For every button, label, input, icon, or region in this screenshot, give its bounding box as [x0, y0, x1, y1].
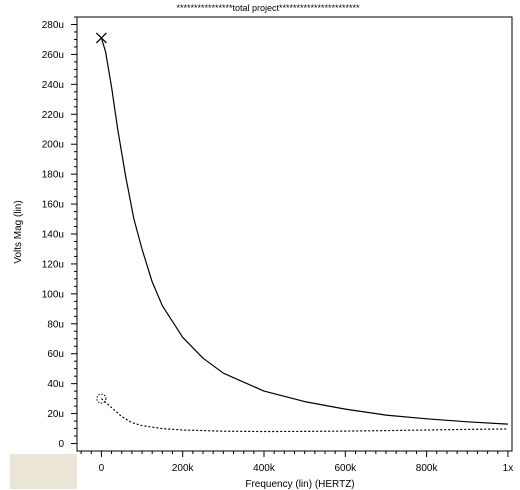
series-1-line	[100, 37, 508, 425]
x-tick-label: 0	[99, 463, 105, 474]
x-tick-label: 600k	[334, 463, 357, 474]
y-tick-label: 200u	[42, 140, 64, 151]
legend-swatch	[10, 454, 77, 489]
chart-title: ****************total project***********…	[176, 3, 360, 13]
series-2-line	[101, 398, 508, 433]
x-marker-stroke	[95, 32, 107, 44]
y-axis-title: Volts Mag (lin)	[13, 200, 24, 263]
y-tick-label: 140u	[42, 230, 64, 241]
series-2-circle-marker	[96, 393, 107, 404]
plot-area-frame	[76, 16, 513, 452]
y-tick-label: 0	[58, 439, 64, 450]
y-tick-label: 160u	[42, 200, 64, 211]
x-tick-label: 800k	[416, 463, 439, 474]
y-tick-label: 40u	[47, 379, 64, 390]
y-tick-label: 120u	[42, 259, 64, 270]
y-tick-label: 280u	[42, 20, 64, 31]
y-tick-label: 260u	[42, 50, 64, 61]
y-tick-label: 220u	[42, 110, 64, 121]
x-tick-label: 200k	[172, 463, 195, 474]
y-tick-label: 60u	[47, 349, 64, 360]
y-tick-label: 240u	[42, 80, 64, 91]
series-1-x-marker	[95, 32, 107, 44]
y-tick-label: 100u	[42, 289, 64, 300]
x-axis-title: Frequency (lin) (HERTZ)	[245, 479, 354, 490]
x-tick-label: 400k	[253, 463, 276, 474]
y-tick-label: 20u	[47, 409, 64, 420]
y-tick-label: 180u	[42, 170, 64, 181]
x-tick-label: 1x	[503, 463, 514, 474]
y-tick-label: 80u	[47, 319, 64, 330]
